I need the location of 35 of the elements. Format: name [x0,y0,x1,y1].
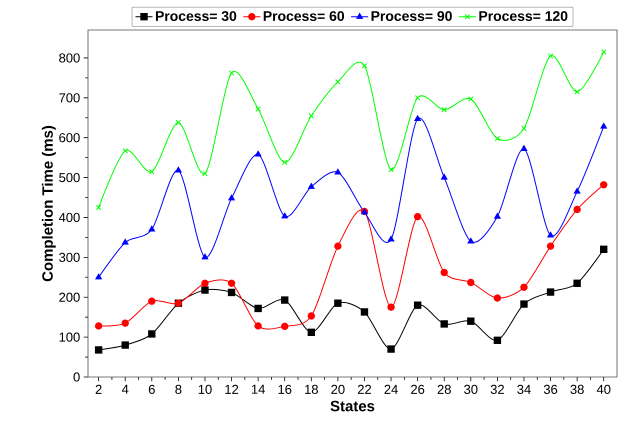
y-tick-label: 600 [59,133,80,142]
y-tick-label: 200 [59,292,80,302]
x-tick-label: 14 [252,384,265,394]
legend-label: Process= 120 [479,11,568,21]
y-tick-label: 400 [58,212,80,222]
x-tick-label: 12 [225,384,238,394]
legend-label: Process= 30 [156,11,236,22]
y-tick-label: 0 [74,372,80,382]
x-tick-label: 36 [544,384,558,394]
x-tick-label: 26 [411,384,424,394]
y-tick-label: 800 [59,53,80,62]
y-tick-label: 700 [59,93,80,102]
x-tick-label: 2 [96,384,102,394]
y-tick-label: 500 [59,172,80,182]
x-tick-label: 30 [464,384,478,394]
x-tick-label: 8 [175,384,182,394]
x-tick-label: 16 [278,384,292,394]
x-tick-label: 32 [490,384,504,394]
x-tick-label: 34 [517,384,531,394]
x-tick-label: 10 [198,384,212,394]
y-tick-label: 100 [60,332,80,342]
x-tick-label: 28 [438,384,451,394]
x-axis-title: States [330,400,374,412]
x-tick-label: 22 [358,384,372,394]
x-tick-label: 18 [305,384,318,394]
x-tick-label: 4 [122,384,128,394]
x-tick-label: 38 [570,384,584,394]
x-tick-label: 24 [384,384,398,394]
y-axis-title: Completion Time (ms) [42,126,56,282]
legend-label: Process= 90 [372,11,452,21]
x-tick-label: 6 [148,384,155,394]
x-tick-label: 20 [331,384,345,394]
legend-label: Process= 60 [264,11,344,21]
x-tick-label: 40 [596,384,610,394]
y-tick-label: 300 [59,252,80,262]
